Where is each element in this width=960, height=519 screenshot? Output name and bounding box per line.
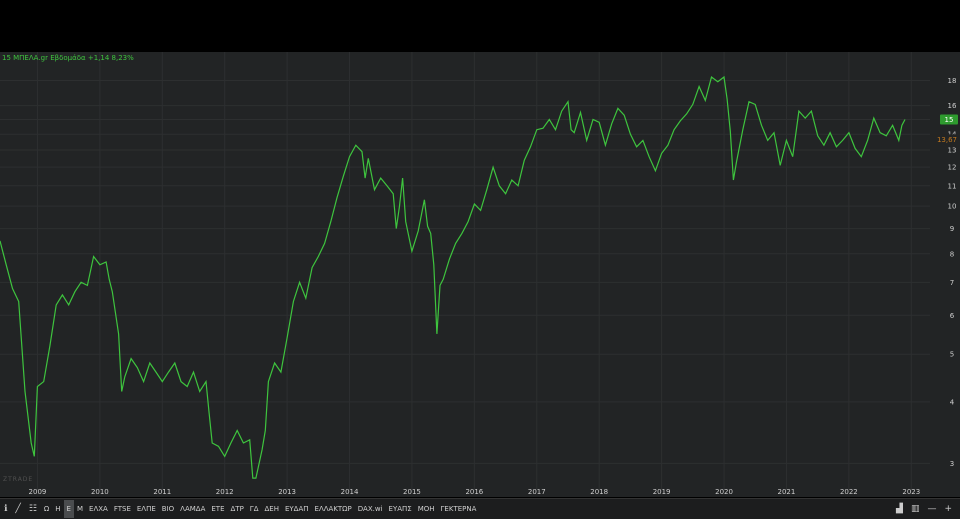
price-series-line — [0, 75, 906, 479]
toolbar-item[interactable]: ΓΔ — [249, 505, 259, 513]
x-tick-label: 2023 — [902, 488, 920, 496]
x-tick-label: 2022 — [840, 488, 858, 496]
y-tick-label: 8 — [950, 250, 954, 258]
x-tick-label: 2009 — [29, 488, 47, 496]
y-tick-label: 9 — [950, 225, 954, 233]
toolbar-item[interactable]: ΕΥΔΑΠ — [284, 505, 309, 513]
toolbar-item[interactable]: ΔΕΗ — [264, 505, 279, 513]
x-tick-label: 2013 — [278, 488, 296, 496]
toolbar-item[interactable]: Ω — [43, 505, 50, 513]
toolbar-item[interactable]: Μ — [76, 505, 84, 513]
y-tick-label: 16 — [948, 102, 957, 110]
toolbar-item[interactable]: Ε — [63, 500, 74, 518]
watermark: ZTRADE — [3, 476, 34, 483]
x-tick-label: 2017 — [528, 488, 546, 496]
toolbar-item[interactable]: FTSE — [113, 505, 131, 513]
x-tick-label: 2021 — [778, 488, 796, 496]
x-tick-label: 2019 — [653, 488, 671, 496]
y-tick-label: 7 — [950, 279, 954, 287]
top-black-bar — [0, 0, 960, 52]
last-price-label: 15 — [945, 116, 954, 124]
x-tick-label: 2020 — [715, 488, 733, 496]
chart-area[interactable]: 2009 2010 2011 2012 2013 2014 2015 2016 2017 2018… — [0, 52, 960, 497]
zoom-out-icon[interactable]: — — [927, 504, 937, 514]
toolbar-item[interactable]: ΕΛΛΑΚΤΩΡ — [314, 505, 352, 513]
price-chart[interactable]: 2009 2010 2011 2012 2013 2014 2015 2016 2017 2018… — [0, 52, 960, 497]
y-tick-label: 12 — [948, 164, 957, 172]
chart-legend: 15 ΜΠΕΛΑ.gr Εβδομάδα +1,14 8,23% — [2, 54, 134, 62]
toolbar-item[interactable]: ΕΛΧΑ — [89, 505, 108, 513]
y-tick-label: 5 — [950, 351, 954, 359]
toolbar-item[interactable]: ΔΤΡ — [230, 505, 244, 513]
y-tick-label: 4 — [950, 398, 955, 406]
x-tick-label: 2014 — [341, 488, 359, 496]
y-tick-label: 10 — [948, 203, 957, 211]
reference-price-label: 13,67 — [937, 136, 957, 144]
toolbar-item[interactable]: ΕΛΠΕ — [136, 505, 156, 513]
draw-line-icon[interactable]: ╱ — [15, 504, 21, 514]
x-tick-label: 2016 — [465, 488, 483, 496]
toolbar-item[interactable]: Η — [55, 505, 61, 513]
last-price-badge — [940, 114, 958, 125]
toolbar-item[interactable]: ΕΤΕ — [211, 505, 225, 513]
x-tick-label: 2018 — [590, 488, 608, 496]
x-tick-label: 2011 — [153, 488, 171, 496]
zoom-in-icon[interactable]: + — [944, 504, 952, 514]
x-tick-label: 2010 — [91, 488, 109, 496]
symbol-shortcuts: Ω Η Ε Μ ΕΛΧΑ FTSE ΕΛΠΕ ΒΙΟ ΛΑΜΔΑ ΕΤΕ ΔΤΡ ΓΔ ΔΕΗ ΕΥΔΑΠ… — [41, 500, 479, 518]
toolbar-item[interactable]: ΛΑΜΔΑ — [180, 505, 206, 513]
y-tick-label: 3 — [950, 460, 954, 468]
x-tick-label: 2012 — [216, 488, 234, 496]
toolbar-item[interactable]: ΕΥΑΠΣ — [388, 505, 412, 513]
chart-type-icon[interactable]: ▟ — [896, 504, 903, 514]
y-tick-label: 6 — [950, 312, 955, 320]
toolbar-item[interactable]: ΓΕΚΤΕΡΝΑ — [440, 505, 477, 513]
y-tick-label: 18 — [948, 77, 957, 85]
layout-icon[interactable]: ☷ — [28, 504, 37, 514]
info-icon[interactable]: ℹ — [4, 504, 8, 514]
x-tick-label: 2015 — [403, 488, 421, 496]
bars-icon[interactable]: ▥ — [910, 504, 920, 514]
y-tick-label: 11 — [948, 182, 957, 190]
bottom-toolbar: ℹ ╱ ☷ Ω Η Ε Μ ΕΛΧΑ FTSE ΕΛΠΕ ΒΙΟ ΛΑΜΔΑ ΕΤΕ ΔΤΡ ΓΔ ΔΕ… — [0, 498, 960, 519]
toolbar-right: ▟ ▥ — + — [892, 499, 956, 519]
y-tick-label: 13 — [948, 147, 957, 155]
toolbar-item[interactable]: ΜΟΗ — [417, 505, 435, 513]
reference-badge — [936, 134, 958, 145]
toolbar-item[interactable]: DAX.wi — [357, 505, 383, 513]
toolbar-item[interactable]: ΒΙΟ — [161, 505, 175, 513]
